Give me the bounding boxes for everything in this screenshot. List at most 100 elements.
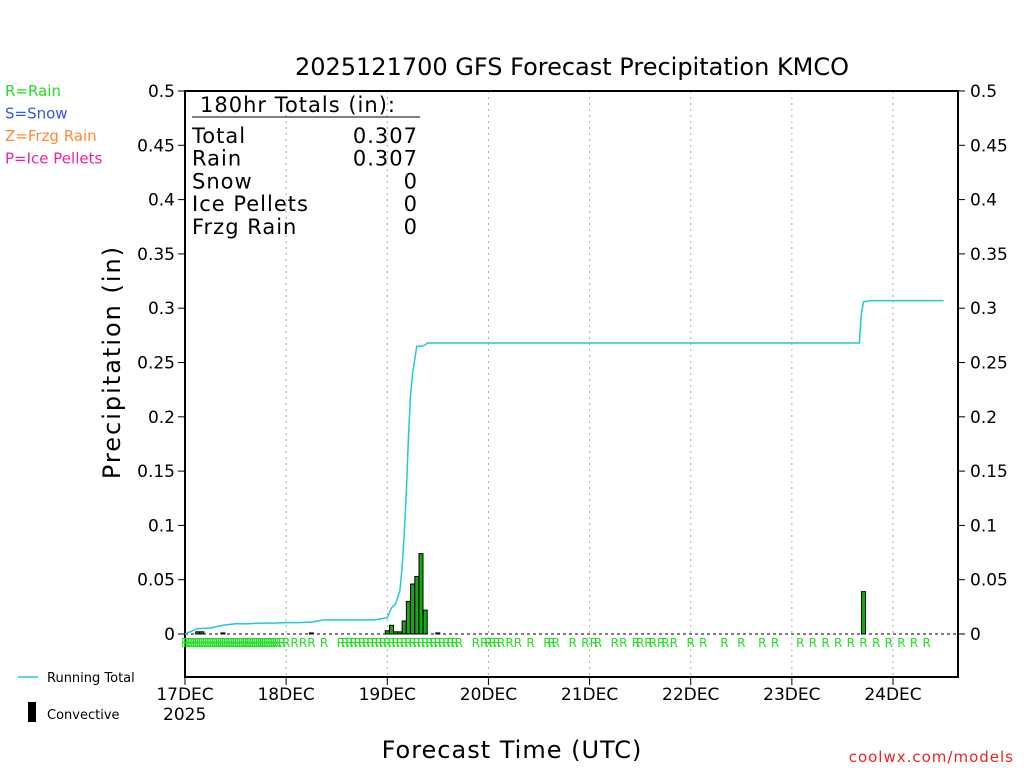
ptype-marker: R xyxy=(196,636,204,650)
ptype-marker: R xyxy=(859,636,867,650)
ptype-marker: R xyxy=(261,636,269,650)
ptype-marker: R xyxy=(619,636,627,650)
totals-rows: Total 0.307 Rain 0.307 Snow 0 Ice Pellets 0 Frzg… xyxy=(191,124,418,239)
convective-bar xyxy=(393,631,399,635)
ptype-marker: R xyxy=(687,636,695,650)
ptype-marker: R xyxy=(229,636,237,650)
convective-bar xyxy=(410,583,416,635)
ptype-marker: R xyxy=(872,636,880,650)
ptype-marker: R xyxy=(594,636,602,650)
ptype-marker: R xyxy=(632,636,640,650)
ptype-marker: R xyxy=(337,636,345,650)
totals-row-label: Snow xyxy=(192,169,253,193)
y-axis-ticks: 0 00.05 0.050.1 0.10.15 0.150.2 0.20.25 0.250.… xyxy=(137,82,1008,645)
y-tick-label-left: 0.1 xyxy=(148,516,175,536)
totals-row-label: Frzg Rain xyxy=(192,215,297,239)
ptype-marker: R xyxy=(267,636,275,650)
ptype-marker: R xyxy=(480,636,488,650)
ptype-marker: R xyxy=(349,636,357,650)
ptype-marker: R xyxy=(590,636,598,650)
ptype-marker: R xyxy=(649,636,657,650)
x-tick-label: 24DEC xyxy=(864,685,921,705)
precip-type-legend-item: P=Ice Pellets xyxy=(5,150,102,168)
ptype-marker: R xyxy=(236,636,244,650)
convective-bar xyxy=(861,591,866,635)
credit-text: coolwx.com/models xyxy=(849,748,1014,766)
ptype-marker: R xyxy=(208,636,216,650)
running-total-line-group xyxy=(184,299,944,635)
ptype-marker: R xyxy=(282,636,290,650)
ptype-marker: R xyxy=(493,636,501,650)
y-tick-label-left: 0.2 xyxy=(148,408,175,428)
ptype-marker: R xyxy=(771,636,779,650)
y-tick-label-left: 0.3 xyxy=(148,299,175,319)
ptype-marker: R xyxy=(636,636,644,650)
totals-row-value: 0 xyxy=(404,192,418,216)
y-tick-label-right: 0.35 xyxy=(970,245,1008,265)
ptype-marker: R xyxy=(221,636,229,650)
convective-bar xyxy=(405,600,411,635)
ptype-marker: R xyxy=(387,636,395,650)
ptype-marker: R xyxy=(212,636,220,650)
ptype-marker: R xyxy=(417,636,425,650)
ptype-marker: R xyxy=(400,636,408,650)
precip-type-legend-item: R=Rain xyxy=(5,82,61,100)
y-tick-label-right: 0 xyxy=(970,625,981,645)
convective-bar xyxy=(389,624,394,635)
ptype-marker: R xyxy=(720,636,728,650)
ptype-marker: R xyxy=(345,636,353,650)
ptype-marker: R xyxy=(451,636,459,650)
convective-bar xyxy=(435,632,441,635)
ptype-marker: R xyxy=(834,636,842,650)
ptype-marker: R xyxy=(484,636,492,650)
ptype-marker: R xyxy=(202,636,210,650)
ptype-marker: R xyxy=(271,636,279,650)
convective-bar xyxy=(401,620,407,635)
convective-legend-label: Convective xyxy=(47,708,120,723)
ptype-marker: R xyxy=(204,636,212,650)
totals-header: 180hr Totals (in): xyxy=(200,93,396,117)
x-tick-label: 19DEC xyxy=(359,685,416,705)
running-total-line xyxy=(184,299,944,635)
ptype-marker: R xyxy=(526,636,534,650)
ptype-marker: R xyxy=(547,636,555,650)
y-tick-label-left: 0.25 xyxy=(137,354,175,374)
ptype-marker: R xyxy=(354,636,362,650)
ptype-marker: R xyxy=(278,636,286,650)
ptype-marker: R xyxy=(505,636,513,650)
ptype-marker: R xyxy=(446,636,454,650)
ptype-marker: R xyxy=(320,636,328,650)
ptype-marker: R xyxy=(234,636,242,650)
ptype-marker: R xyxy=(366,636,374,650)
ptype-marker: R xyxy=(225,636,233,650)
ptype-marker: R xyxy=(269,636,277,650)
ptype-marker: R xyxy=(442,636,450,650)
ptype-marker: R xyxy=(404,636,412,650)
ptype-marker: R xyxy=(661,636,669,650)
ptype-marker: R xyxy=(737,636,745,650)
ptype-marker: R xyxy=(259,636,267,650)
ptype-marker: R xyxy=(274,636,282,650)
ptype-marker: R xyxy=(438,636,446,650)
ptype-marker: R xyxy=(923,636,931,650)
ptype-markers: RRRRRRRRRRRRRRRRRRRRRRRRRRRRRRRRRRRRRRRR… xyxy=(181,636,931,650)
ptype-marker: R xyxy=(472,636,480,650)
y-tick-label-left: 0.35 xyxy=(137,245,175,265)
x-tick-label: 21DEC xyxy=(561,685,618,705)
ptype-marker: R xyxy=(250,636,258,650)
ptype-marker: R xyxy=(215,636,223,650)
totals-row-label: Total xyxy=(191,124,246,148)
ptype-marker: R xyxy=(183,636,191,650)
y-tick-label-left: 0.05 xyxy=(137,571,175,591)
x-axis-ticks: 17DEC 18DEC 19DEC 20DEC 21DEC 22DEC 23DEC 24DEC xyxy=(156,677,922,705)
x-tick-label: 20DEC xyxy=(460,685,517,705)
year-label: 2025 xyxy=(163,705,206,725)
ptype-marker: R xyxy=(198,636,206,650)
ptype-marker: R xyxy=(370,636,378,650)
ptype-marker: R xyxy=(383,636,391,650)
ptype-marker: R xyxy=(455,636,463,650)
convective-bar xyxy=(308,632,314,635)
ptype-marker: R xyxy=(657,636,665,650)
ptype-marker: R xyxy=(206,636,214,650)
